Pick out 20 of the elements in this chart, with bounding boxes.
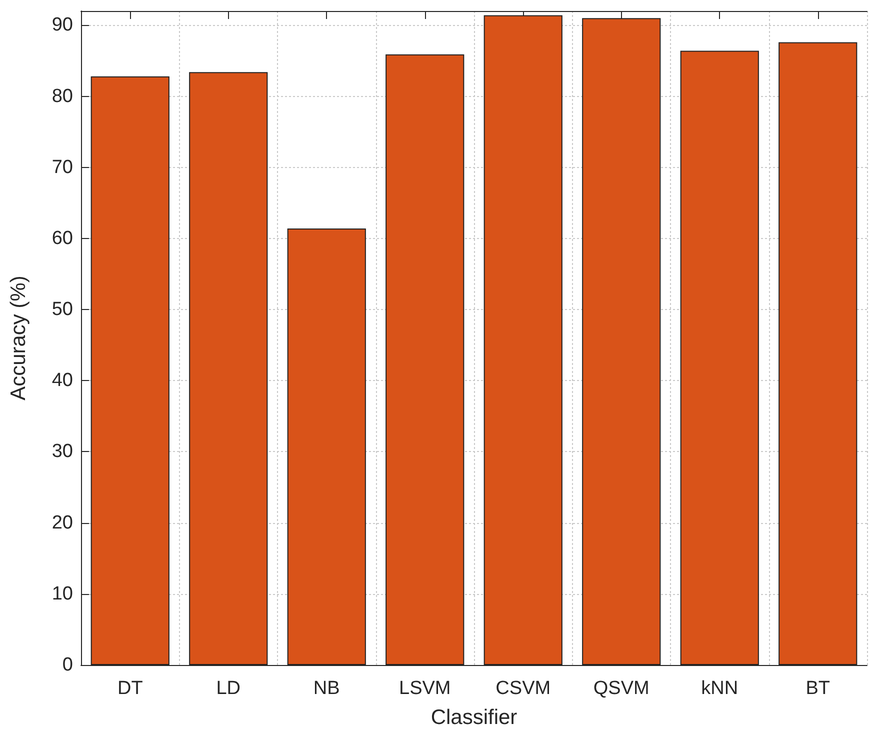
y-tick-label: 30 [52, 441, 73, 462]
x-tick-label: CSVM [496, 678, 551, 699]
x-tick-label: NB [313, 678, 340, 699]
x-axis-title: Classifier [430, 706, 518, 729]
y-tick-label: 40 [52, 370, 73, 392]
y-tick-label: 60 [52, 228, 73, 249]
y-tick-label: 70 [52, 156, 73, 178]
y-tick-label: 50 [52, 299, 73, 320]
x-tick-label: DT [117, 678, 144, 699]
x-tick-label: kNN [701, 678, 738, 699]
y-tick-label: 90 [52, 14, 73, 36]
y-tick-label: 10 [52, 583, 73, 604]
x-tick-label: QSVM [593, 678, 650, 699]
y-axis-title: Accuracy (%) [7, 276, 30, 400]
y-tick-label: 20 [52, 512, 73, 534]
y-tick-label: 0 [62, 654, 73, 676]
x-tick-label: BT [806, 678, 830, 699]
y-tick-label: 80 [52, 86, 73, 107]
x-tick-label: LD [216, 678, 241, 699]
x-tick-label: LSVM [399, 678, 451, 699]
